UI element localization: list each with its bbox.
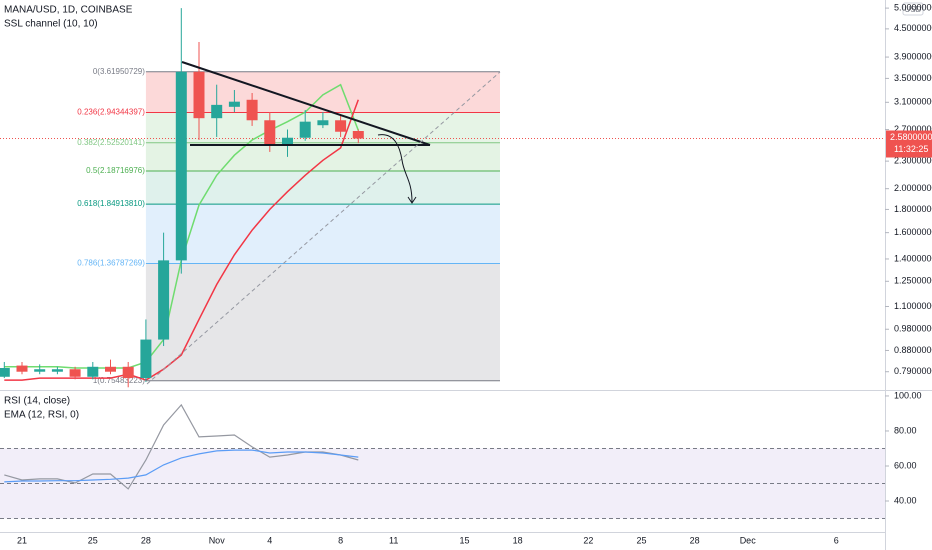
y-tick-label: 3.50000000 [894,73,932,83]
x-tick-label: 25 [88,535,98,545]
x-tick-label: 11 [389,535,398,545]
x-tick-label: 28 [690,535,700,545]
y-tick-label: 60.00 [894,460,917,470]
last-price-label: 2.58000000 [890,132,932,142]
fib-trend-line [146,71,501,385]
candle-body [105,366,116,372]
countdown-label: 11:32:25 [894,144,928,154]
fib-label: 0.5(2.18716976) [86,166,145,175]
ssl-line [4,99,360,381]
x-tick-label: 21 [17,535,27,545]
y-tick-label: 2.30000000 [894,156,932,166]
y-tick-label: 0.88000000 [894,345,932,355]
candle-body [0,368,10,377]
y-tick-label: 3.10000000 [894,97,932,107]
y-tick-label: 3.90000000 [894,51,932,61]
fib-zone [145,71,500,113]
y-tick-label: 1.10000000 [894,301,932,311]
fib-label: 1(0.75483223) [93,376,145,385]
candle-body [228,101,240,107]
y-tick-label: 0.98000000 [894,324,932,334]
trend-line [181,61,431,146]
candle-body [175,71,187,261]
y-tick-label: 1.40000000 [894,253,932,263]
fib-zone [145,204,500,264]
fib-label: 0.382(2.52520141) [77,138,145,147]
candle-body [87,366,99,377]
x-tick-label: Nov [209,535,226,545]
x-tick-label: 28 [141,535,151,545]
drawings [146,61,501,385]
y-tick-label: 1.25000000 [894,276,932,286]
y-tick-label: 0.79000000 [894,366,932,376]
candle-body [211,104,223,119]
candle-body [122,366,134,379]
fib-label: 0.618(1.84913810) [77,199,145,208]
candle-body [193,71,205,119]
legend-label: EMA (12, RSI, 0) [4,410,79,421]
candle-body [158,260,170,340]
indicator-label: SSL channel (10, 10) [4,19,98,30]
y-tick-label: 80.00 [894,425,917,435]
projection-arrow [377,134,413,203]
candle-body [352,130,364,139]
x-tick-label: Dec [740,535,757,545]
candle-body [140,339,152,379]
legend-label: RSI (14, close) [4,396,70,407]
x-tick-label: 6 [834,535,839,545]
candle-body [51,369,63,372]
x-tick-label: 18 [513,535,523,545]
rsi-pane [0,403,885,520]
candle-body [246,99,258,121]
y-tick-label: 4.50000000 [894,23,932,33]
y-tick-label: 5.00000000 [894,2,932,12]
y-tick-label: 2.70000000 [894,124,932,134]
chart-title: MANA/USD, 1D, COINBASE [4,5,133,16]
fib-zone [145,263,500,381]
fib-label: 0.236(2.94344397) [77,108,145,117]
rsi-line [4,449,359,483]
y-tick-label: 1.80000000 [894,204,932,214]
y-tick-label: 2.00000000 [894,183,932,193]
fib-label: 0.786(1.36787269) [77,259,145,268]
x-tick-label: 15 [459,535,469,545]
arrow-head [407,196,417,204]
y-tick-label: 100.00 [894,390,922,400]
candle-body [34,369,46,372]
price-pane: 0(3.61950729) 0.236(2.94344397) 0.382(2.52… [0,8,885,388]
candle-body [299,121,311,138]
y-tick-label: 1.60000000 [894,227,932,237]
candle-body [317,120,329,126]
currency-badge [902,2,924,16]
x-tick-label: 22 [583,535,593,545]
x-tick-label: 4 [267,535,272,545]
fib-zone [145,142,500,172]
fib-label: 0(3.61950729) [93,67,145,76]
candle-body [335,120,347,132]
candle-body [282,137,293,145]
currency-label: USD [905,5,922,14]
candle-body [264,120,276,145]
fib-zone [145,171,500,205]
x-tick-label: 25 [636,535,646,545]
last-price-badge [886,130,932,158]
y-tick-label: 40.00 [894,495,917,505]
x-tick-label: 8 [338,535,343,545]
candle-body [69,369,81,377]
candle-body [16,365,28,372]
